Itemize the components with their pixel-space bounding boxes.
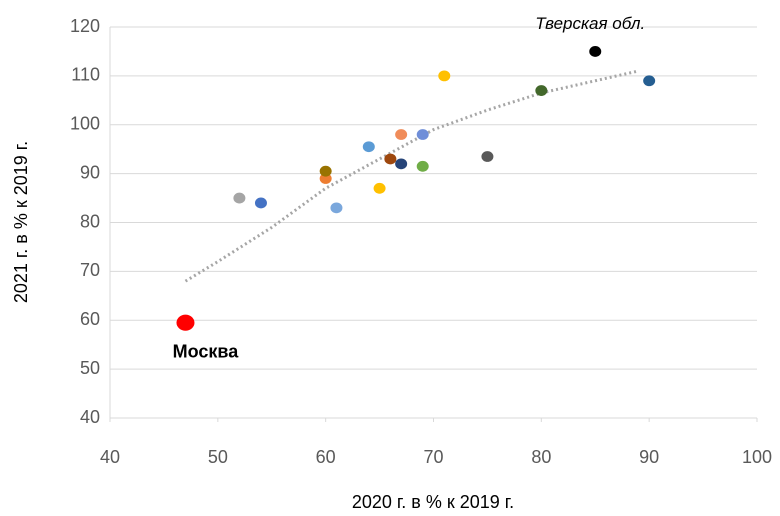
x-tick-label: 100 xyxy=(742,447,772,467)
x-tick-label: 40 xyxy=(100,447,120,467)
point xyxy=(395,158,408,170)
y-tick-label: 110 xyxy=(71,65,100,85)
point xyxy=(319,165,332,177)
y-tick-label: 70 xyxy=(80,260,100,280)
y-tick-label: 100 xyxy=(70,114,100,134)
x-tick-label: 80 xyxy=(531,447,551,467)
trendline xyxy=(184,69,639,283)
x-tick-label: 90 xyxy=(639,447,659,467)
point xyxy=(362,141,375,153)
y-tick-label: 40 xyxy=(80,407,100,427)
point-label: Москва xyxy=(173,341,240,361)
point xyxy=(438,70,451,82)
point xyxy=(254,197,267,209)
point-label: Тверская обл. xyxy=(535,14,645,33)
y-tick-label: 60 xyxy=(80,309,100,329)
point xyxy=(535,85,548,96)
x-tick-label: 50 xyxy=(208,447,228,467)
point xyxy=(176,314,195,331)
point xyxy=(589,46,602,57)
y-tick-label: 80 xyxy=(80,211,100,231)
point xyxy=(233,192,246,204)
point xyxy=(416,129,429,140)
point xyxy=(481,151,494,162)
x-axis-label: 2020 г. в % к 2019 г. xyxy=(352,492,514,512)
point xyxy=(373,182,386,194)
point xyxy=(330,202,343,214)
y-tick-label: 50 xyxy=(80,358,100,378)
point xyxy=(643,75,656,87)
x-tick-label: 60 xyxy=(316,447,336,467)
y-tick-label: 90 xyxy=(80,162,100,182)
point xyxy=(384,153,397,165)
point xyxy=(416,160,429,172)
x-tick-label: 70 xyxy=(423,447,443,467)
y-axis-label: 2021 г. в % к 2019 г. xyxy=(11,141,31,303)
point xyxy=(395,129,408,140)
y-tick-label: 120 xyxy=(70,16,100,36)
